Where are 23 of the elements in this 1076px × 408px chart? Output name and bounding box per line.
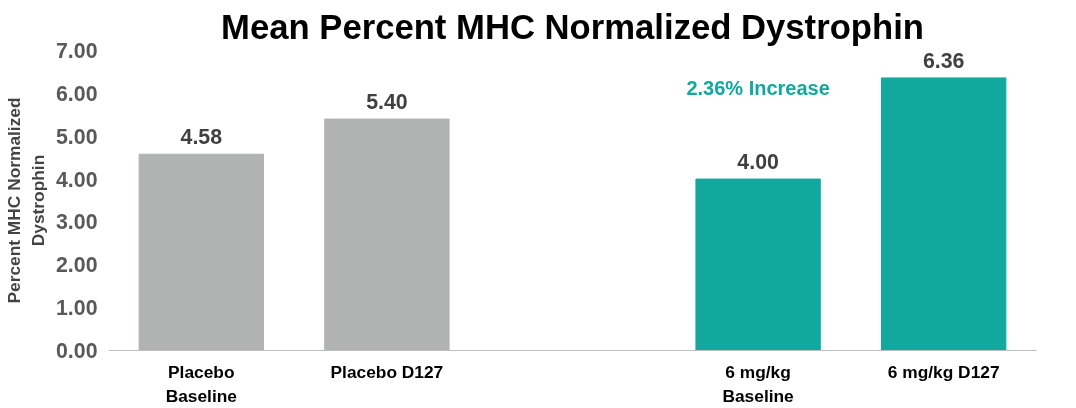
data-label: 4.00: [737, 150, 779, 175]
x-tick-label: Placebo Baseline: [165, 361, 238, 406]
chart-title: Mean Percent MHC Normalized Dystrophin: [221, 7, 924, 46]
bar: [138, 153, 264, 351]
bar: [881, 77, 1007, 351]
data-label: 5.40: [366, 90, 408, 115]
data-label: 4.58: [180, 125, 223, 150]
bar: [695, 178, 821, 351]
y-tick-label: 2.00: [55, 253, 98, 278]
y-tick-label: 5.00: [55, 124, 98, 149]
x-tick-label: Placebo D127: [330, 361, 444, 382]
y-tick-label: 0.00: [55, 339, 98, 363]
y-tick-label: 4.00: [55, 167, 98, 192]
x-tick-label: 6 mg/kg Baseline: [722, 361, 795, 406]
annotation: 2.36% Increase: [686, 76, 830, 99]
y-tick-label: 1.00: [55, 296, 98, 321]
bar: [324, 118, 450, 351]
y-tick-label: 7.00: [55, 39, 98, 63]
x-tick-label: 6 mg/kg D127: [887, 361, 1000, 382]
data-label: 6.36: [922, 48, 965, 73]
y-axis-title: Percent MHC Normalized Dystrophin: [3, 97, 48, 304]
y-tick-label: 6.00: [55, 81, 98, 106]
y-tick-label: 3.00: [55, 210, 98, 235]
